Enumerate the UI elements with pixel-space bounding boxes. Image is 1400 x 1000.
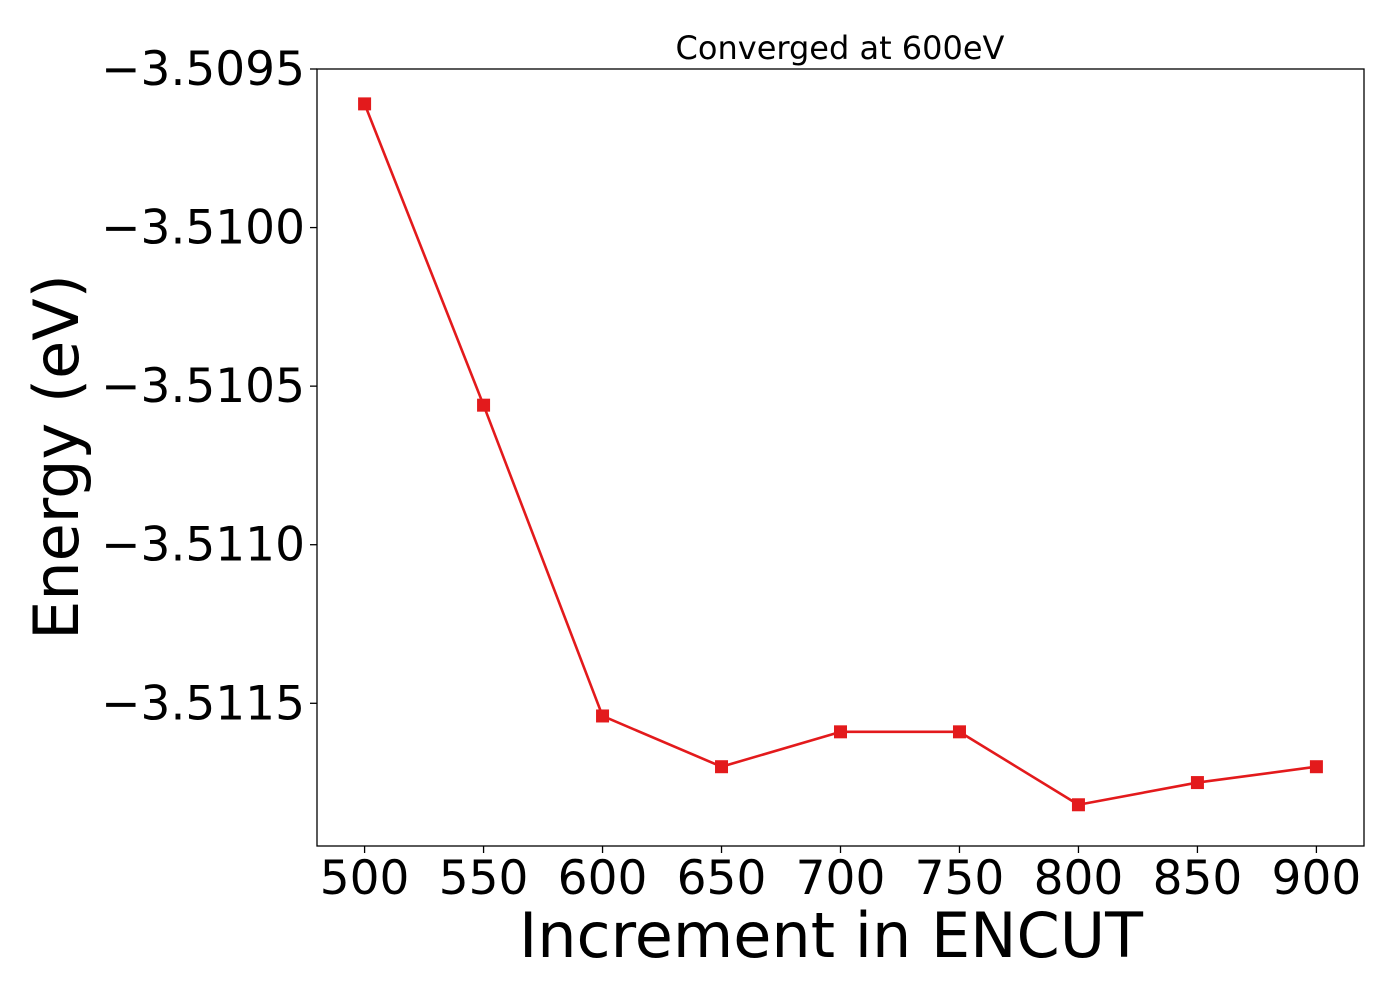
x-tick-label: 900 [1272, 851, 1362, 906]
x-axis-label: Increment in ENCUT [519, 899, 1144, 972]
x-tick-label: 700 [796, 851, 886, 906]
data-point-marker [1309, 760, 1323, 774]
data-point-marker [834, 725, 847, 739]
plot-area: 500 550 600 650 700 750 800 850 900 −3.5095 −3.510… [101, 42, 1365, 906]
x-tick-label: 550 [439, 851, 529, 906]
x-tick-label: 800 [1034, 851, 1124, 906]
x-tick-label: 850 [1153, 851, 1243, 906]
y-tick-label: −3.5095 [101, 42, 305, 97]
x-tick-label: 500 [320, 851, 410, 906]
x-tick-label: 650 [677, 851, 767, 906]
y-tick-label: −3.5105 [101, 359, 305, 414]
y-tick-label: −3.5110 [101, 518, 305, 573]
data-point-marker [358, 97, 372, 111]
y-tick-label: −3.5115 [101, 676, 305, 731]
data-point-marker [952, 725, 966, 739]
data-point-marker [596, 709, 610, 723]
data-point-marker [1071, 798, 1085, 812]
data-point-marker [1190, 776, 1204, 790]
data-point-marker [715, 760, 729, 774]
x-tick-label: 750 [915, 851, 1005, 906]
y-axis-label: Energy (eV) [20, 274, 93, 640]
data-point-marker [477, 398, 491, 412]
x-tick-label: 600 [558, 851, 648, 906]
y-tick-label: −3.5100 [101, 201, 305, 256]
series-line [363, 103, 1317, 807]
chart-title: Converged at 600eV [676, 29, 1005, 67]
